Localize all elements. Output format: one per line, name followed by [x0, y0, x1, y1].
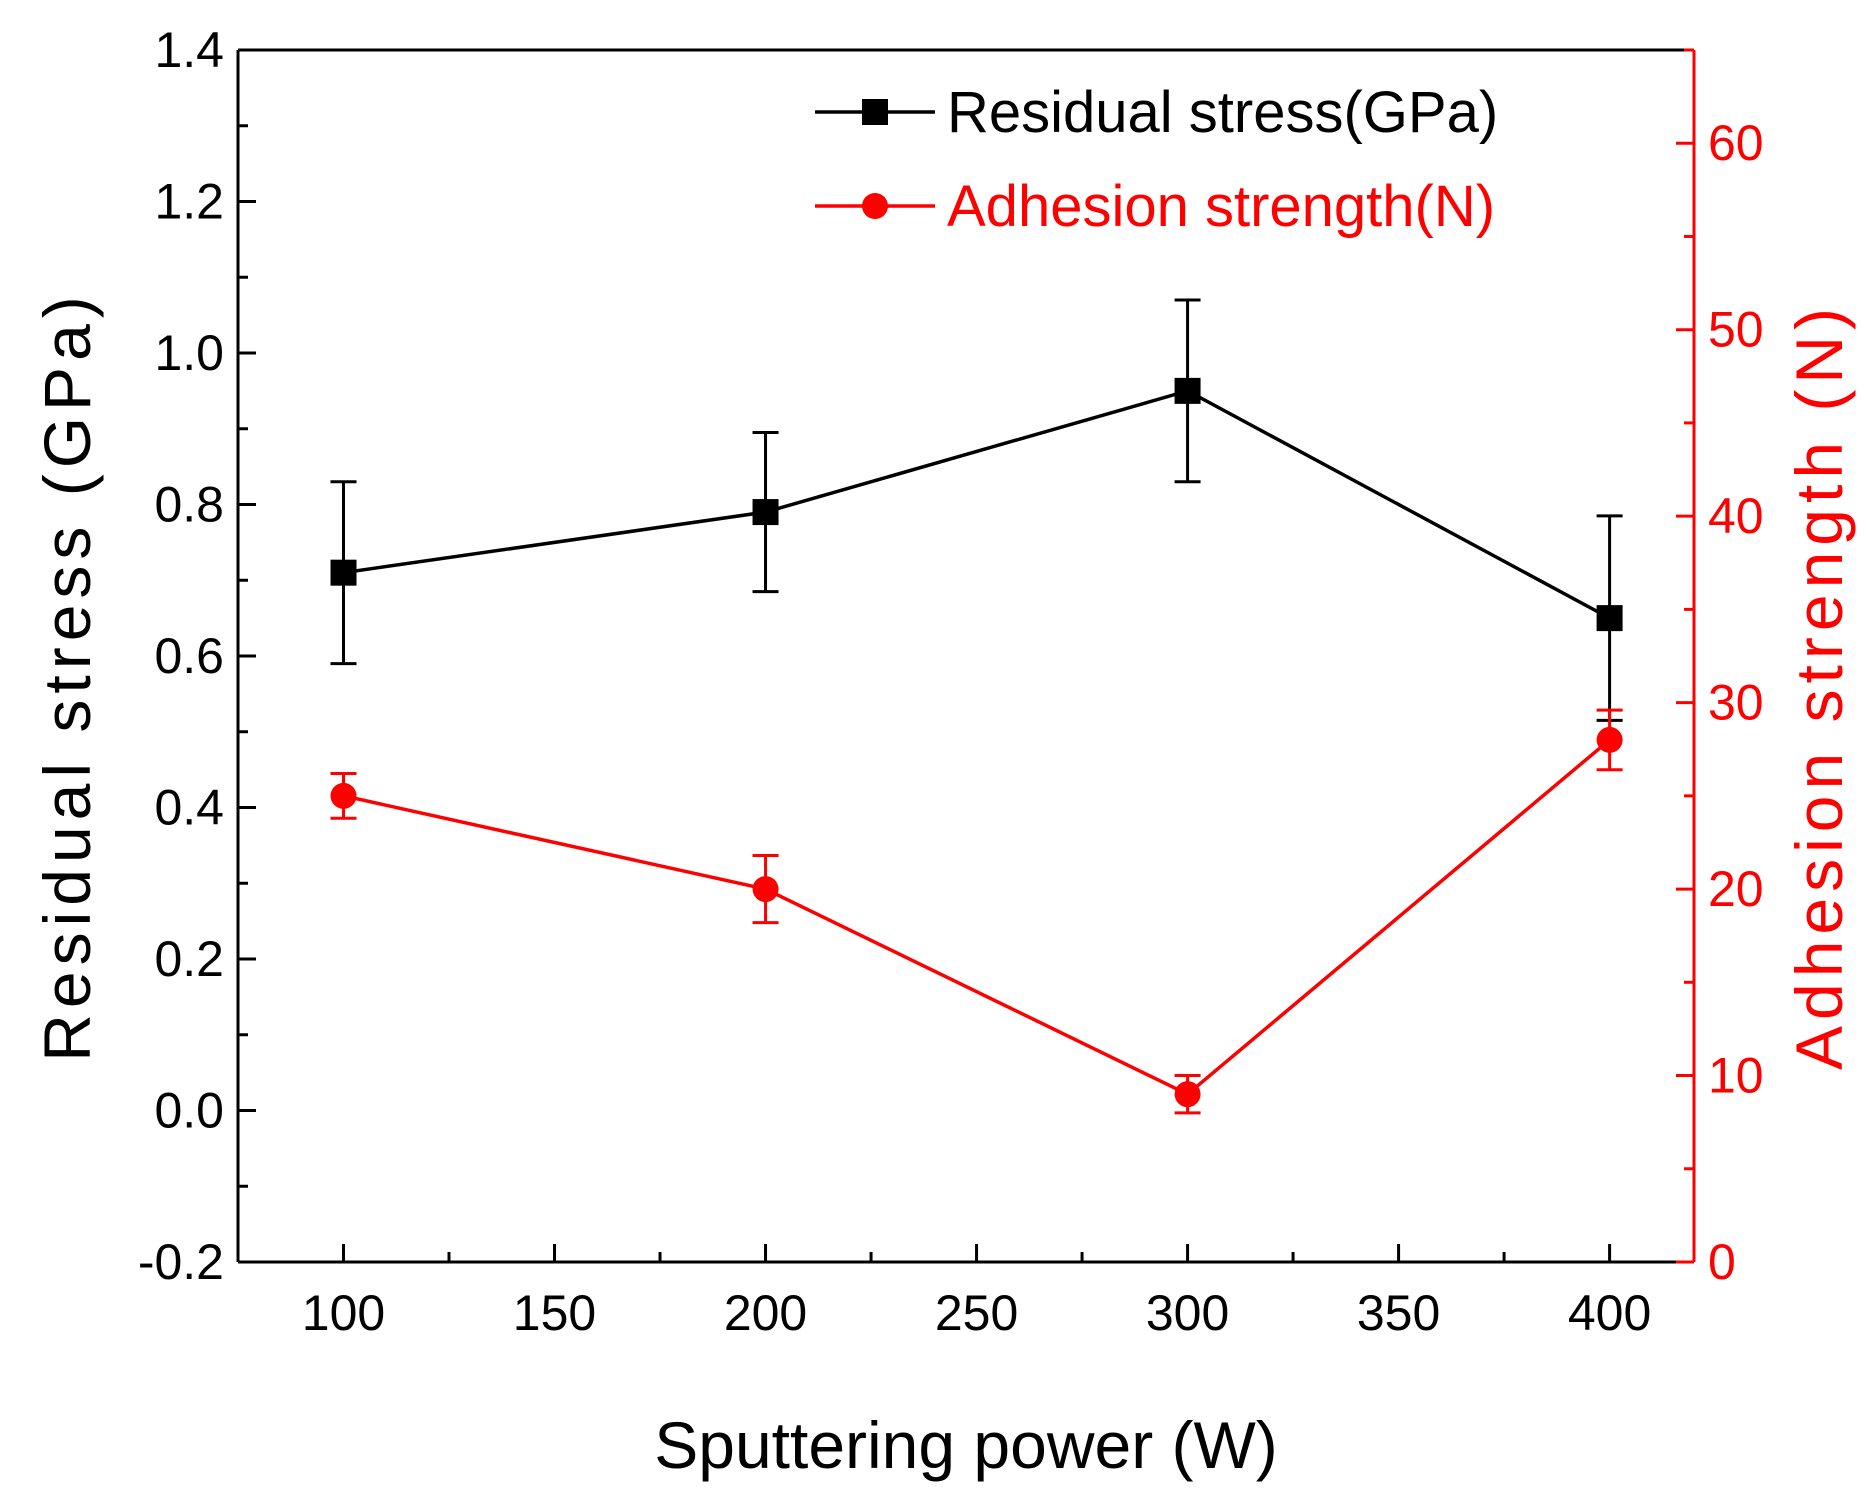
legend-marker: [862, 193, 888, 219]
left-y-tick-label: 0.6: [154, 628, 224, 684]
legend-marker: [862, 99, 888, 125]
series-line: [343, 738, 1611, 1097]
right-y-tick-label: 60: [1708, 115, 1764, 171]
legend-label: Adhesion strength(N): [947, 174, 1495, 239]
left-y-tick-label: -0.2: [138, 1234, 224, 1290]
right-y-tick-label: 40: [1708, 488, 1764, 544]
left-y-tick-label: 0.0: [154, 1083, 224, 1139]
x-tick-label: 100: [302, 1285, 385, 1341]
left-y-tick-label: 1.4: [154, 22, 224, 78]
data-point: [330, 559, 357, 586]
series-line: [343, 388, 1611, 620]
right-y-axis-title: Adhesion strength (N): [1782, 302, 1856, 1070]
data-point: [330, 782, 357, 809]
left-y-tick-label: 1.0: [154, 325, 224, 381]
data-point: [1596, 605, 1623, 632]
left-y-axis-ticks: -0.2 0.0 0.2 0.4 0.6 0.8 1.0 1.2 1.4: [138, 22, 256, 1290]
x-axis-ticks: 100 150 200 250 300 350 400: [302, 1244, 1651, 1341]
right-y-tick-label: 0: [1708, 1234, 1736, 1290]
x-axis-title: Sputtering power (W): [654, 1408, 1278, 1482]
left-y-axis-title: Residual stress (GPa): [30, 290, 104, 1062]
data-point: [752, 876, 779, 903]
right-y-tick-label: 20: [1708, 861, 1764, 917]
right-y-axis-ticks: 0 10 20 30 40 50 60: [1676, 48, 1764, 1290]
data-point: [1174, 1081, 1201, 1108]
right-y-tick-label: 10: [1708, 1048, 1764, 1104]
right-y-tick-label: 50: [1708, 302, 1764, 358]
left-y-tick-label: 1.2: [154, 174, 224, 230]
legend-label: Residual stress(GPa): [947, 80, 1498, 145]
left-y-tick-label: 0.4: [154, 780, 224, 836]
data-point: [1174, 377, 1201, 404]
x-tick-label: 200: [724, 1285, 807, 1341]
right-y-tick-label: 30: [1708, 675, 1764, 731]
x-tick-label: 350: [1357, 1285, 1440, 1341]
x-tick-label: 400: [1568, 1285, 1651, 1341]
data-point: [752, 499, 779, 526]
left-y-tick-label: 0.2: [154, 931, 224, 987]
data-point: [1596, 726, 1623, 753]
legend: Residual stress(GPa) Adhesion strength(N): [815, 80, 1498, 239]
x-tick-label: 300: [1146, 1285, 1229, 1341]
x-tick-label: 250: [935, 1285, 1018, 1341]
series-layer: [330, 298, 1623, 1115]
adhesion-series: [330, 708, 1623, 1115]
x-tick-label: 150: [513, 1285, 596, 1341]
left-y-tick-label: 0.8: [154, 477, 224, 533]
